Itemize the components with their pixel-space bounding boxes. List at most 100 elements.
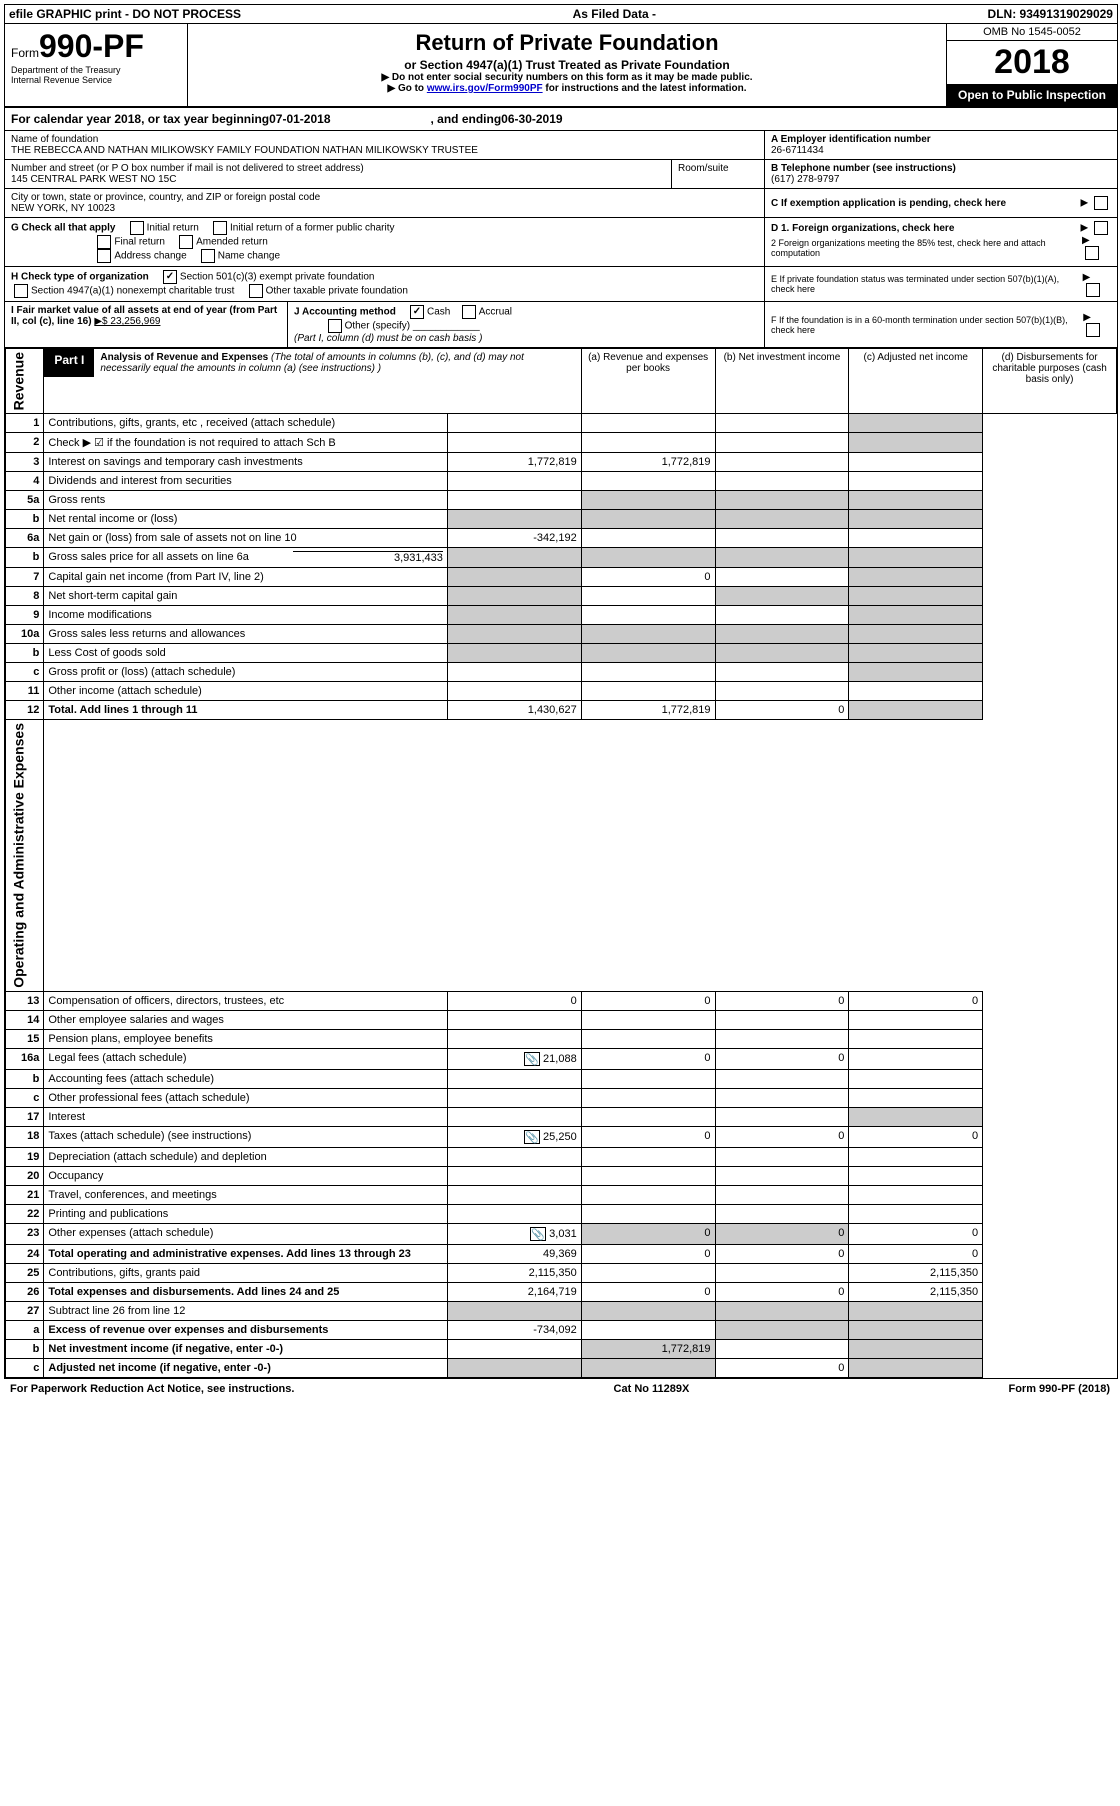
footer-mid: Cat No 11289X: [614, 1383, 690, 1395]
form-subtitle: or Section 4947(a)(1) Trust Treated as P…: [194, 58, 940, 72]
checkbox-e[interactable]: [1086, 283, 1100, 297]
col-b-header: (b) Net investment income: [715, 349, 849, 414]
revenue-label: Revenue: [6, 349, 44, 414]
checkbox-f[interactable]: [1086, 323, 1100, 337]
table-row: 2Check ▶ ☑ if the foundation is not requ…: [6, 433, 1117, 453]
table-row: 21Travel, conferences, and meetings: [6, 1186, 1117, 1205]
attachment-icon[interactable]: 📎: [524, 1052, 540, 1066]
dept: Department of the Treasury: [11, 65, 181, 75]
checkbox-name[interactable]: [201, 249, 215, 263]
table-row: 18Taxes (attach schedule) (see instructi…: [6, 1127, 1117, 1148]
header-left: Form990-PF Department of the Treasury In…: [5, 24, 188, 106]
street-address: 145 CENTRAL PARK WEST NO 15C: [11, 174, 665, 185]
col-d-header: (d) Disbursements for charitable purpose…: [983, 349, 1117, 414]
city-state-zip: NEW YORK, NY 10023: [11, 203, 758, 214]
table-row: 15Pension plans, employee benefits: [6, 1030, 1117, 1049]
checkbox-other-tax[interactable]: [249, 284, 263, 298]
table-row: 9Income modifications: [6, 606, 1117, 625]
box-c: C If exemption application is pending, c…: [764, 189, 1117, 217]
note-ssn: ▶ Do not enter social security numbers o…: [194, 72, 940, 83]
box-d: D 1. Foreign organizations, check here▶ …: [764, 218, 1117, 266]
ein-box: A Employer identification number 26-6711…: [764, 131, 1117, 159]
table-row: bGross sales price for all assets on lin…: [6, 548, 1117, 568]
h-e-row: H Check type of organization ✓Section 50…: [5, 267, 1117, 302]
table-row: cGross profit or (loss) (attach schedule…: [6, 663, 1117, 682]
attachment-icon[interactable]: 📎: [530, 1227, 546, 1241]
footer-right: Form 990-PF (2018): [1008, 1383, 1110, 1395]
form-number: 990-PF: [39, 28, 144, 64]
phone: (617) 278-9797: [771, 174, 1111, 185]
top-bar: efile GRAPHIC print - DO NOT PROCESS As …: [5, 5, 1117, 24]
table-row: cOther professional fees (attach schedul…: [6, 1089, 1117, 1108]
header: Form990-PF Department of the Treasury In…: [5, 24, 1117, 108]
table-row: 14Other employee salaries and wages: [6, 1011, 1117, 1030]
part1-table: Revenue Part I Analysis of Revenue and E…: [5, 348, 1117, 1378]
table-row: 10aGross sales less returns and allowanc…: [6, 625, 1117, 644]
expenses-label: Operating and Administrative Expenses: [6, 720, 44, 992]
as-filed: As Filed Data -: [573, 7, 656, 21]
checkbox-address[interactable]: [97, 249, 111, 263]
phone-box: B Telephone number (see instructions) (6…: [764, 160, 1117, 188]
table-row: 27Subtract line 26 from line 12: [6, 1302, 1117, 1321]
form-title: Return of Private Foundation: [194, 30, 940, 56]
form-prefix: Form: [11, 46, 39, 60]
table-row: bLess Cost of goods sold: [6, 644, 1117, 663]
name-ein-row: Name of foundation THE REBECCA AND NATHA…: [5, 131, 1117, 160]
g-d-row: G Check all that apply Initial return In…: [5, 218, 1117, 267]
checkbox-d1[interactable]: [1094, 221, 1108, 235]
note-goto: ▶ Go to www.irs.gov/Form990PF for instru…: [194, 83, 940, 94]
table-row: 3Interest on savings and temporary cash …: [6, 453, 1117, 472]
form-container: efile GRAPHIC print - DO NOT PROCESS As …: [4, 4, 1118, 1379]
table-row: 12Total. Add lines 1 through 111,430,627…: [6, 701, 1117, 720]
foundation-name: THE REBECCA AND NATHAN MILIKOWSKY FAMILY…: [11, 145, 758, 156]
irs: Internal Revenue Service: [11, 75, 181, 85]
calendar-year-row: For calendar year 2018, or tax year begi…: [5, 108, 1117, 131]
table-row: 4Dividends and interest from securities: [6, 472, 1117, 491]
table-row: 1Contributions, gifts, grants, etc , rec…: [6, 414, 1117, 433]
ein: 26-6711434: [771, 145, 1111, 156]
table-row: cAdjusted net income (if negative, enter…: [6, 1359, 1117, 1378]
table-row: bNet rental income or (loss): [6, 510, 1117, 529]
dln: DLN: 93491319029029: [988, 7, 1113, 21]
table-row: 19Depreciation (attach schedule) and dep…: [6, 1148, 1117, 1167]
i-j-f-row: I Fair market value of all assets at end…: [5, 302, 1117, 348]
box-e: E If private foundation status was termi…: [764, 267, 1117, 301]
table-row: 22Printing and publications: [6, 1205, 1117, 1224]
efile-notice: efile GRAPHIC print - DO NOT PROCESS: [9, 7, 241, 21]
omb: OMB No 1545-0052: [947, 24, 1117, 41]
checkbox-other-method[interactable]: [328, 319, 342, 333]
part1-label: Part I: [44, 349, 94, 377]
table-row: 24Total operating and administrative exp…: [6, 1245, 1117, 1264]
table-row: 13Compensation of officers, directors, t…: [6, 992, 1117, 1011]
col-c-header: (c) Adjusted net income: [849, 349, 983, 414]
col-a-header: (a) Revenue and expenses per books: [581, 349, 715, 414]
checkbox-amended[interactable]: [179, 235, 193, 249]
table-row: 25Contributions, gifts, grants paid2,115…: [6, 1264, 1117, 1283]
table-row: 6aNet gain or (loss) from sale of assets…: [6, 529, 1117, 548]
table-row: 7Capital gain net income (from Part IV, …: [6, 568, 1117, 587]
footer-left: For Paperwork Reduction Act Notice, see …: [10, 1383, 294, 1395]
year-begin: 07-01-2018: [269, 112, 330, 126]
checkbox-final[interactable]: [97, 235, 111, 249]
table-row: 20Occupancy: [6, 1167, 1117, 1186]
checkbox-d2[interactable]: [1085, 246, 1099, 260]
room-suite: Room/suite: [672, 160, 764, 188]
irs-link[interactable]: www.irs.gov/Form990PF: [427, 83, 543, 94]
table-row: 26Total expenses and disbursements. Add …: [6, 1283, 1117, 1302]
header-right: OMB No 1545-0052 2018 Open to Public Ins…: [946, 24, 1117, 106]
checkbox-accrual[interactable]: [462, 305, 476, 319]
checkbox-cash[interactable]: ✓: [410, 305, 424, 319]
checkbox-initial[interactable]: [130, 221, 144, 235]
fmv-value: ▶$ 23,256,969: [94, 316, 160, 327]
table-row: 8Net short-term capital gain: [6, 587, 1117, 606]
footer: For Paperwork Reduction Act Notice, see …: [4, 1379, 1116, 1399]
table-row: 5aGross rents: [6, 491, 1117, 510]
table-row: 16aLegal fees (attach schedule)📎 21,0880…: [6, 1049, 1117, 1070]
checkbox-initial-former[interactable]: [213, 221, 227, 235]
checkbox-501c3[interactable]: ✓: [163, 270, 177, 284]
checkbox-4947[interactable]: [14, 284, 28, 298]
checkbox-c[interactable]: [1094, 196, 1108, 210]
table-row: bNet investment income (if negative, ent…: [6, 1340, 1117, 1359]
attachment-icon[interactable]: 📎: [524, 1130, 540, 1144]
table-row: bAccounting fees (attach schedule): [6, 1070, 1117, 1089]
